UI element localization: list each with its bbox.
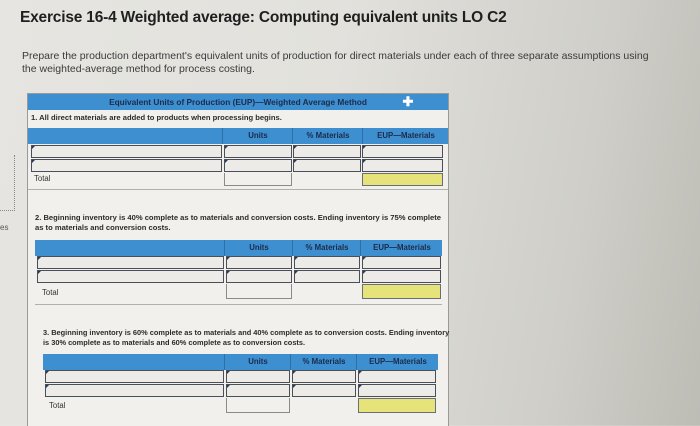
section-3: 3. Beginning inventory is 60% complete a… xyxy=(28,328,449,348)
section-3-row-1-eup-input[interactable] xyxy=(358,370,436,383)
section-3-row-2-eup-input[interactable] xyxy=(358,384,436,397)
exercise-title: Exercise 16-4 Weighted average: Computin… xyxy=(20,9,507,26)
section-2-row-1-eup-input[interactable] xyxy=(362,256,441,269)
exercise-instructions: Prepare the production department's equi… xyxy=(22,50,649,75)
column-header-units: Units xyxy=(224,354,291,370)
column-header-label xyxy=(28,128,222,144)
side-panel-edge xyxy=(0,155,15,211)
section-2-prompt: 2. Beginning inventory is 40% complete a… xyxy=(35,213,441,232)
section-1-total-eup xyxy=(362,173,443,186)
section-3-total-units xyxy=(226,398,290,413)
section-1-total-label: Total xyxy=(34,174,51,183)
column-header-eup-materials: EUP—Materials xyxy=(360,240,443,256)
column-header-units: Units xyxy=(222,128,293,144)
section-1-row-1-pct-input[interactable] xyxy=(293,145,361,158)
section-3-total-label: Total xyxy=(49,401,66,410)
section-1-column-headers: Units % Materials EUP—Materials xyxy=(28,128,448,144)
side-panel-text: es xyxy=(0,223,9,232)
column-header-eup-materials: EUP—Materials xyxy=(356,354,439,370)
column-header-pct-materials: % Materials xyxy=(292,128,363,144)
section-2-row-1-pct-input[interactable] xyxy=(294,256,360,269)
section-1-prompt: 1. All direct materials are added to pro… xyxy=(31,113,282,122)
section-3-row-2-label-input[interactable] xyxy=(45,384,224,397)
divider xyxy=(28,189,448,190)
section-2-row-2-units-input[interactable] xyxy=(226,270,292,283)
section-2-row-2-eup-input[interactable] xyxy=(362,270,441,283)
section-1-row-2-units-input[interactable] xyxy=(224,159,292,172)
worksheet-header: Equivalent Units of Production (EUP)—Wei… xyxy=(28,94,448,110)
section-3-row-1-label-input[interactable] xyxy=(45,370,224,383)
section-2-row-2-pct-input[interactable] xyxy=(294,270,360,283)
column-header-label xyxy=(35,240,224,256)
section-2-row-1-label-input[interactable] xyxy=(37,256,224,269)
section-1-row-2-label-input[interactable] xyxy=(31,159,222,172)
column-header-pct-materials: % Materials xyxy=(290,354,357,370)
column-header-eup-materials: EUP—Materials xyxy=(362,128,449,144)
section-2-row-1-units-input[interactable] xyxy=(226,256,292,269)
section-1-row-2-pct-input[interactable] xyxy=(293,159,361,172)
section-1-row-1-eup-input[interactable] xyxy=(362,145,443,158)
divider xyxy=(35,304,442,305)
section-2-total-label: Total xyxy=(42,288,59,297)
section-1: 1. All direct materials are added to pro… xyxy=(28,111,448,123)
section-1-row-1-units-input[interactable] xyxy=(224,145,292,158)
section-3-prompt: 3. Beginning inventory is 60% complete a… xyxy=(43,328,450,347)
section-3-row-1-units-input[interactable] xyxy=(226,370,290,383)
section-3-row-1-pct-input[interactable] xyxy=(292,370,356,383)
section-2-row-2-label-input[interactable] xyxy=(37,270,224,283)
move-icon[interactable]: ✚ xyxy=(402,94,414,109)
section-1-row-2-eup-input[interactable] xyxy=(362,159,443,172)
column-header-pct-materials: % Materials xyxy=(292,240,361,256)
section-2-total-eup xyxy=(362,284,441,299)
section-3-row-2-units-input[interactable] xyxy=(226,384,290,397)
section-3-row-2-pct-input[interactable] xyxy=(292,384,356,397)
section-2: 2. Beginning inventory is 40% complete a… xyxy=(28,213,448,233)
section-1-total-units xyxy=(224,173,292,186)
worksheet-header-title: Equivalent Units of Production (EUP)—Wei… xyxy=(109,97,367,107)
section-1-row-1-label-input[interactable] xyxy=(31,145,222,158)
section-2-total-units xyxy=(226,284,292,299)
column-header-units: Units xyxy=(224,240,293,256)
section-3-total-eup xyxy=(358,398,436,413)
column-header-label xyxy=(43,354,224,370)
section-2-column-headers: Units % Materials EUP—Materials xyxy=(35,240,442,256)
eup-worksheet: Equivalent Units of Production (EUP)—Wei… xyxy=(27,93,449,426)
section-3-column-headers: Units % Materials EUP—Materials xyxy=(43,354,438,370)
